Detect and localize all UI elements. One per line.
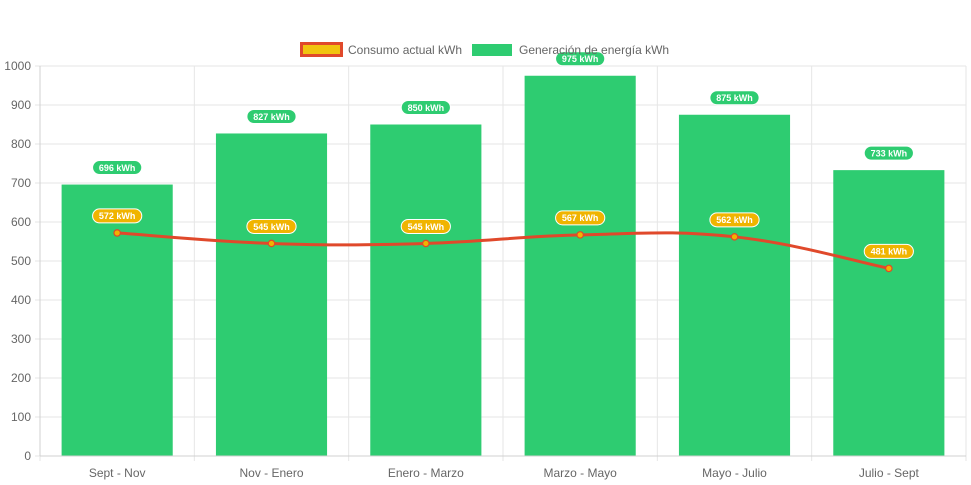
y-tick-label: 700 — [11, 176, 31, 190]
y-tick-label: 1000 — [4, 59, 31, 73]
bar-data-label: 827 kWh — [253, 112, 290, 122]
legend-label-consumo[interactable]: Consumo actual kWh — [348, 43, 462, 57]
x-tick-label: Enero - Marzo — [388, 466, 464, 480]
bar-data-label: 875 kWh — [716, 93, 753, 103]
bar[interactable] — [215, 133, 328, 456]
y-tick-label: 300 — [11, 332, 31, 346]
line-data-label-bg — [246, 218, 297, 234]
bar-data-label: 975 kWh — [562, 54, 599, 64]
bar[interactable] — [524, 75, 636, 456]
x-tick-label: Nov - Enero — [239, 466, 303, 480]
y-tick-label: 800 — [11, 137, 31, 151]
series-line — [117, 231, 890, 270]
y-tick-label: 500 — [11, 254, 31, 268]
bar-data-label-bg — [246, 108, 297, 124]
line-data-label-bg — [709, 212, 760, 228]
bar-data-label-bg — [92, 160, 143, 176]
line-data-label: 545 kWh — [408, 222, 445, 232]
x-tick-label: Julio - Sept — [859, 466, 920, 480]
y-tick-label: 900 — [11, 98, 31, 112]
line-point[interactable] — [267, 239, 276, 248]
bar-data-label-bg — [709, 90, 760, 106]
legend-swatch-generacion[interactable] — [472, 44, 512, 56]
legend[interactable]: Consumo actual kWh Generación de energía … — [300, 42, 670, 57]
bar-data-label-bg — [555, 51, 606, 67]
y-tick-label: 600 — [11, 215, 31, 229]
bar-series — [61, 75, 945, 457]
bar[interactable] — [678, 114, 791, 456]
line-data-label: 481 kWh — [871, 247, 908, 257]
bar[interactable] — [61, 184, 173, 456]
x-tick-label: Marzo - Mayo — [543, 466, 617, 480]
bar-data-label: 696 kWh — [99, 163, 136, 173]
line-data-label: 562 kWh — [716, 215, 753, 225]
bar-data-label-bg — [400, 100, 451, 115]
line-point[interactable] — [885, 264, 893, 273]
bar-data-label-bg — [863, 145, 914, 161]
x-tick-label: Sept - Nov — [89, 466, 146, 480]
line-point[interactable] — [113, 229, 121, 237]
legend-swatch-consumo[interactable] — [300, 42, 343, 57]
line-data-label: 572 kWh — [99, 211, 136, 221]
line-data-label-bg — [400, 218, 451, 234]
legend-label-generacion[interactable]: Generación de energía kWh — [519, 43, 669, 57]
line-series — [113, 229, 893, 273]
data-labels: 696 kWh 827 kWh 850 kWh 975 kWh 875 kWh 733 k… — [92, 51, 914, 259]
line-point[interactable] — [422, 239, 430, 248]
y-tick-label: 100 — [11, 410, 31, 424]
line-point[interactable] — [730, 233, 739, 241]
y-tick-label: 400 — [11, 293, 31, 307]
y-tick-label: 0 — [24, 449, 31, 463]
line-data-label: 545 kWh — [253, 222, 290, 232]
axes: 0 100 200 300 400 500 600 700 800 900 1000 Sept - N… — [4, 59, 966, 480]
grid — [35, 65, 967, 461]
line-data-label-bg — [92, 208, 143, 224]
y-tick-label: 200 — [11, 371, 31, 385]
line-data-label-bg — [863, 243, 914, 259]
bar[interactable] — [370, 124, 482, 457]
bar[interactable] — [833, 170, 945, 456]
line-data-label: 567 kWh — [562, 213, 599, 223]
x-tick-label: Mayo - Julio — [702, 466, 767, 480]
line-data-label-bg — [555, 210, 606, 226]
bar-data-label: 850 kWh — [408, 103, 445, 113]
bar-data-label: 733 kWh — [871, 148, 908, 158]
line-point[interactable] — [576, 231, 584, 239]
